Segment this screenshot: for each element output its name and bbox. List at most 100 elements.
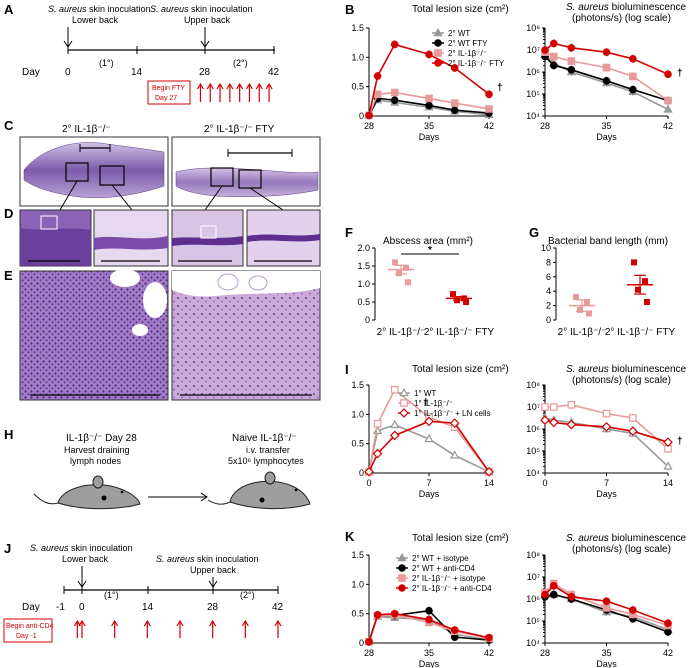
panel-label-I: I	[345, 362, 349, 377]
data-point	[577, 306, 583, 313]
y-tick-label: 1.5	[351, 380, 364, 390]
dot-plots: Abscess area (mm²) 0 0.5 1.0 1.5 2.0 2° IL-1β⁻…	[357, 236, 675, 338]
data-point	[450, 626, 459, 634]
dagger-annotation: †	[423, 397, 429, 408]
panel-A: A S. aureus skin inoculation Lower back …	[4, 2, 280, 105]
red-arrowhead	[274, 619, 282, 627]
y-tick-label: 8	[546, 257, 551, 267]
y-tick-label: 10⁷	[527, 572, 540, 582]
data-point	[548, 417, 559, 428]
data-point	[549, 403, 558, 411]
panelJ-inoc1-site: Lower back	[62, 554, 109, 564]
panelD-zoom-line	[59, 180, 78, 211]
series-line	[368, 420, 490, 473]
chart-I_biolum: S. aureus bioluminescence(photons/s) (lo…	[526, 364, 686, 499]
panel-J: J S. aureus skin inoculation Lower back …	[3, 541, 284, 643]
chart-subtitle: (photons/s) (log scale)	[572, 544, 671, 555]
panelD-zoom-box	[200, 225, 217, 239]
panelD-image-3-band	[172, 236, 243, 246]
panel-label-B: B	[345, 2, 354, 17]
data-point	[567, 43, 576, 52]
data-point	[454, 297, 460, 304]
panelA-fty-box-line1: Begin FTY	[152, 85, 185, 92]
red-arrowhead	[143, 619, 151, 627]
legend-label: 2° WT FTY	[448, 39, 488, 48]
legend-label: 1° WT	[414, 389, 436, 398]
data-point	[629, 414, 637, 422]
dagger-annotation: †	[677, 436, 683, 447]
data-point	[450, 64, 459, 72]
chart-B_biolum: S. aureus bioluminescence(photons/s) (lo…	[526, 2, 686, 142]
data-point	[664, 628, 672, 636]
panelA-inoc1: S. aureus skin inoculation	[48, 4, 151, 14]
panelJ-day-label: Day	[22, 602, 40, 613]
data-point	[567, 592, 576, 601]
x-axis-label: Days	[596, 659, 617, 668]
panelA-phase1: (1°)	[99, 58, 114, 68]
panelJ-tick-label: 42	[272, 602, 284, 613]
data-point	[449, 418, 460, 428]
chart-subtitle: (photons/s) (log scale)	[572, 375, 671, 386]
y-tick-label: 10⁷	[527, 402, 540, 412]
data-point	[541, 590, 549, 599]
panelH-right-title: Naive IL-1β⁻/⁻	[232, 433, 297, 444]
panelJ-cd4-box	[3, 618, 53, 643]
data-point	[485, 90, 493, 99]
x-tick-label: 7	[604, 478, 609, 488]
panelA-inoc1-site: Lower back	[72, 15, 119, 25]
data-point	[567, 57, 576, 65]
panelJ-tick-label: 28	[207, 602, 219, 613]
panel-C: C 2° IL-1β⁻/⁻ 2° IL-1β⁻/⁻ FTY	[4, 118, 321, 207]
data-point	[485, 105, 493, 113]
red-arrowhead	[206, 82, 214, 90]
y-tick-label: 10⁶	[526, 594, 540, 604]
data-point	[663, 104, 673, 113]
panelE-image-left	[19, 270, 169, 401]
panel-label-E: E	[4, 268, 13, 283]
legend-marker	[434, 49, 442, 57]
data-point	[390, 96, 399, 104]
legend-marker	[400, 399, 408, 407]
panel-label-J: J	[4, 541, 11, 556]
panelJ-cd4-box-line1: Begin anti-CD4	[6, 623, 54, 630]
y-tick-label: 10⁶	[526, 67, 540, 77]
red-arrowhead	[226, 82, 234, 90]
data-point	[425, 606, 433, 615]
y-tick-label: 0	[359, 111, 364, 121]
series-line	[544, 51, 669, 102]
chart-title-species: S. aureus	[566, 364, 609, 375]
data-point	[540, 415, 550, 426]
panelJ-tick-label: -1	[56, 602, 65, 613]
panelH-left-line1: Harvest draining	[64, 445, 130, 455]
legend-marker	[397, 552, 407, 562]
data-point	[365, 638, 373, 646]
x-tick-label: 14	[484, 478, 494, 488]
legend-marker	[399, 387, 409, 397]
panel-D: D	[4, 180, 321, 267]
dagger-annotation: †	[497, 82, 503, 93]
x-tick-label: 28	[364, 121, 374, 131]
chart-title: S. aureus bioluminescence	[566, 364, 687, 375]
chart-title: Total lesion size (cm²)	[412, 364, 509, 375]
panelJ-tick-label: 0	[79, 602, 85, 613]
panelD-image-1-tissue	[20, 228, 91, 266]
x-tick-label: 28	[540, 121, 550, 131]
chart-title-species: S. aureus	[566, 533, 609, 544]
chart-title-rest: bioluminescence	[609, 533, 687, 544]
panelJ-inoc1: S. aureus skin inoculation	[30, 543, 133, 553]
panel-label-K: K	[345, 529, 355, 544]
y-tick-label: 0	[359, 638, 364, 648]
data-point	[567, 401, 576, 409]
legend-label: 2° IL-1β⁻/⁻ FTY	[448, 59, 505, 68]
panelJ-inoc2: S. aureus skin inoculation	[156, 554, 259, 564]
panel-label-F: F	[345, 225, 353, 240]
chart-I_lesion: Total lesion size (cm²) 0 0.5 1.0 1.5 0 7 14 Day…	[351, 364, 508, 499]
data-point	[549, 581, 558, 590]
data-point	[364, 466, 374, 477]
red-arrowhead	[255, 82, 263, 90]
mouse-right	[207, 471, 311, 510]
line-charts: Total lesion size (cm²)00.51.01.528 35 42D…	[351, 2, 686, 668]
y-tick-label: 1.0	[357, 279, 370, 289]
series-line	[368, 424, 490, 473]
x-tick-label: 7	[426, 478, 431, 488]
